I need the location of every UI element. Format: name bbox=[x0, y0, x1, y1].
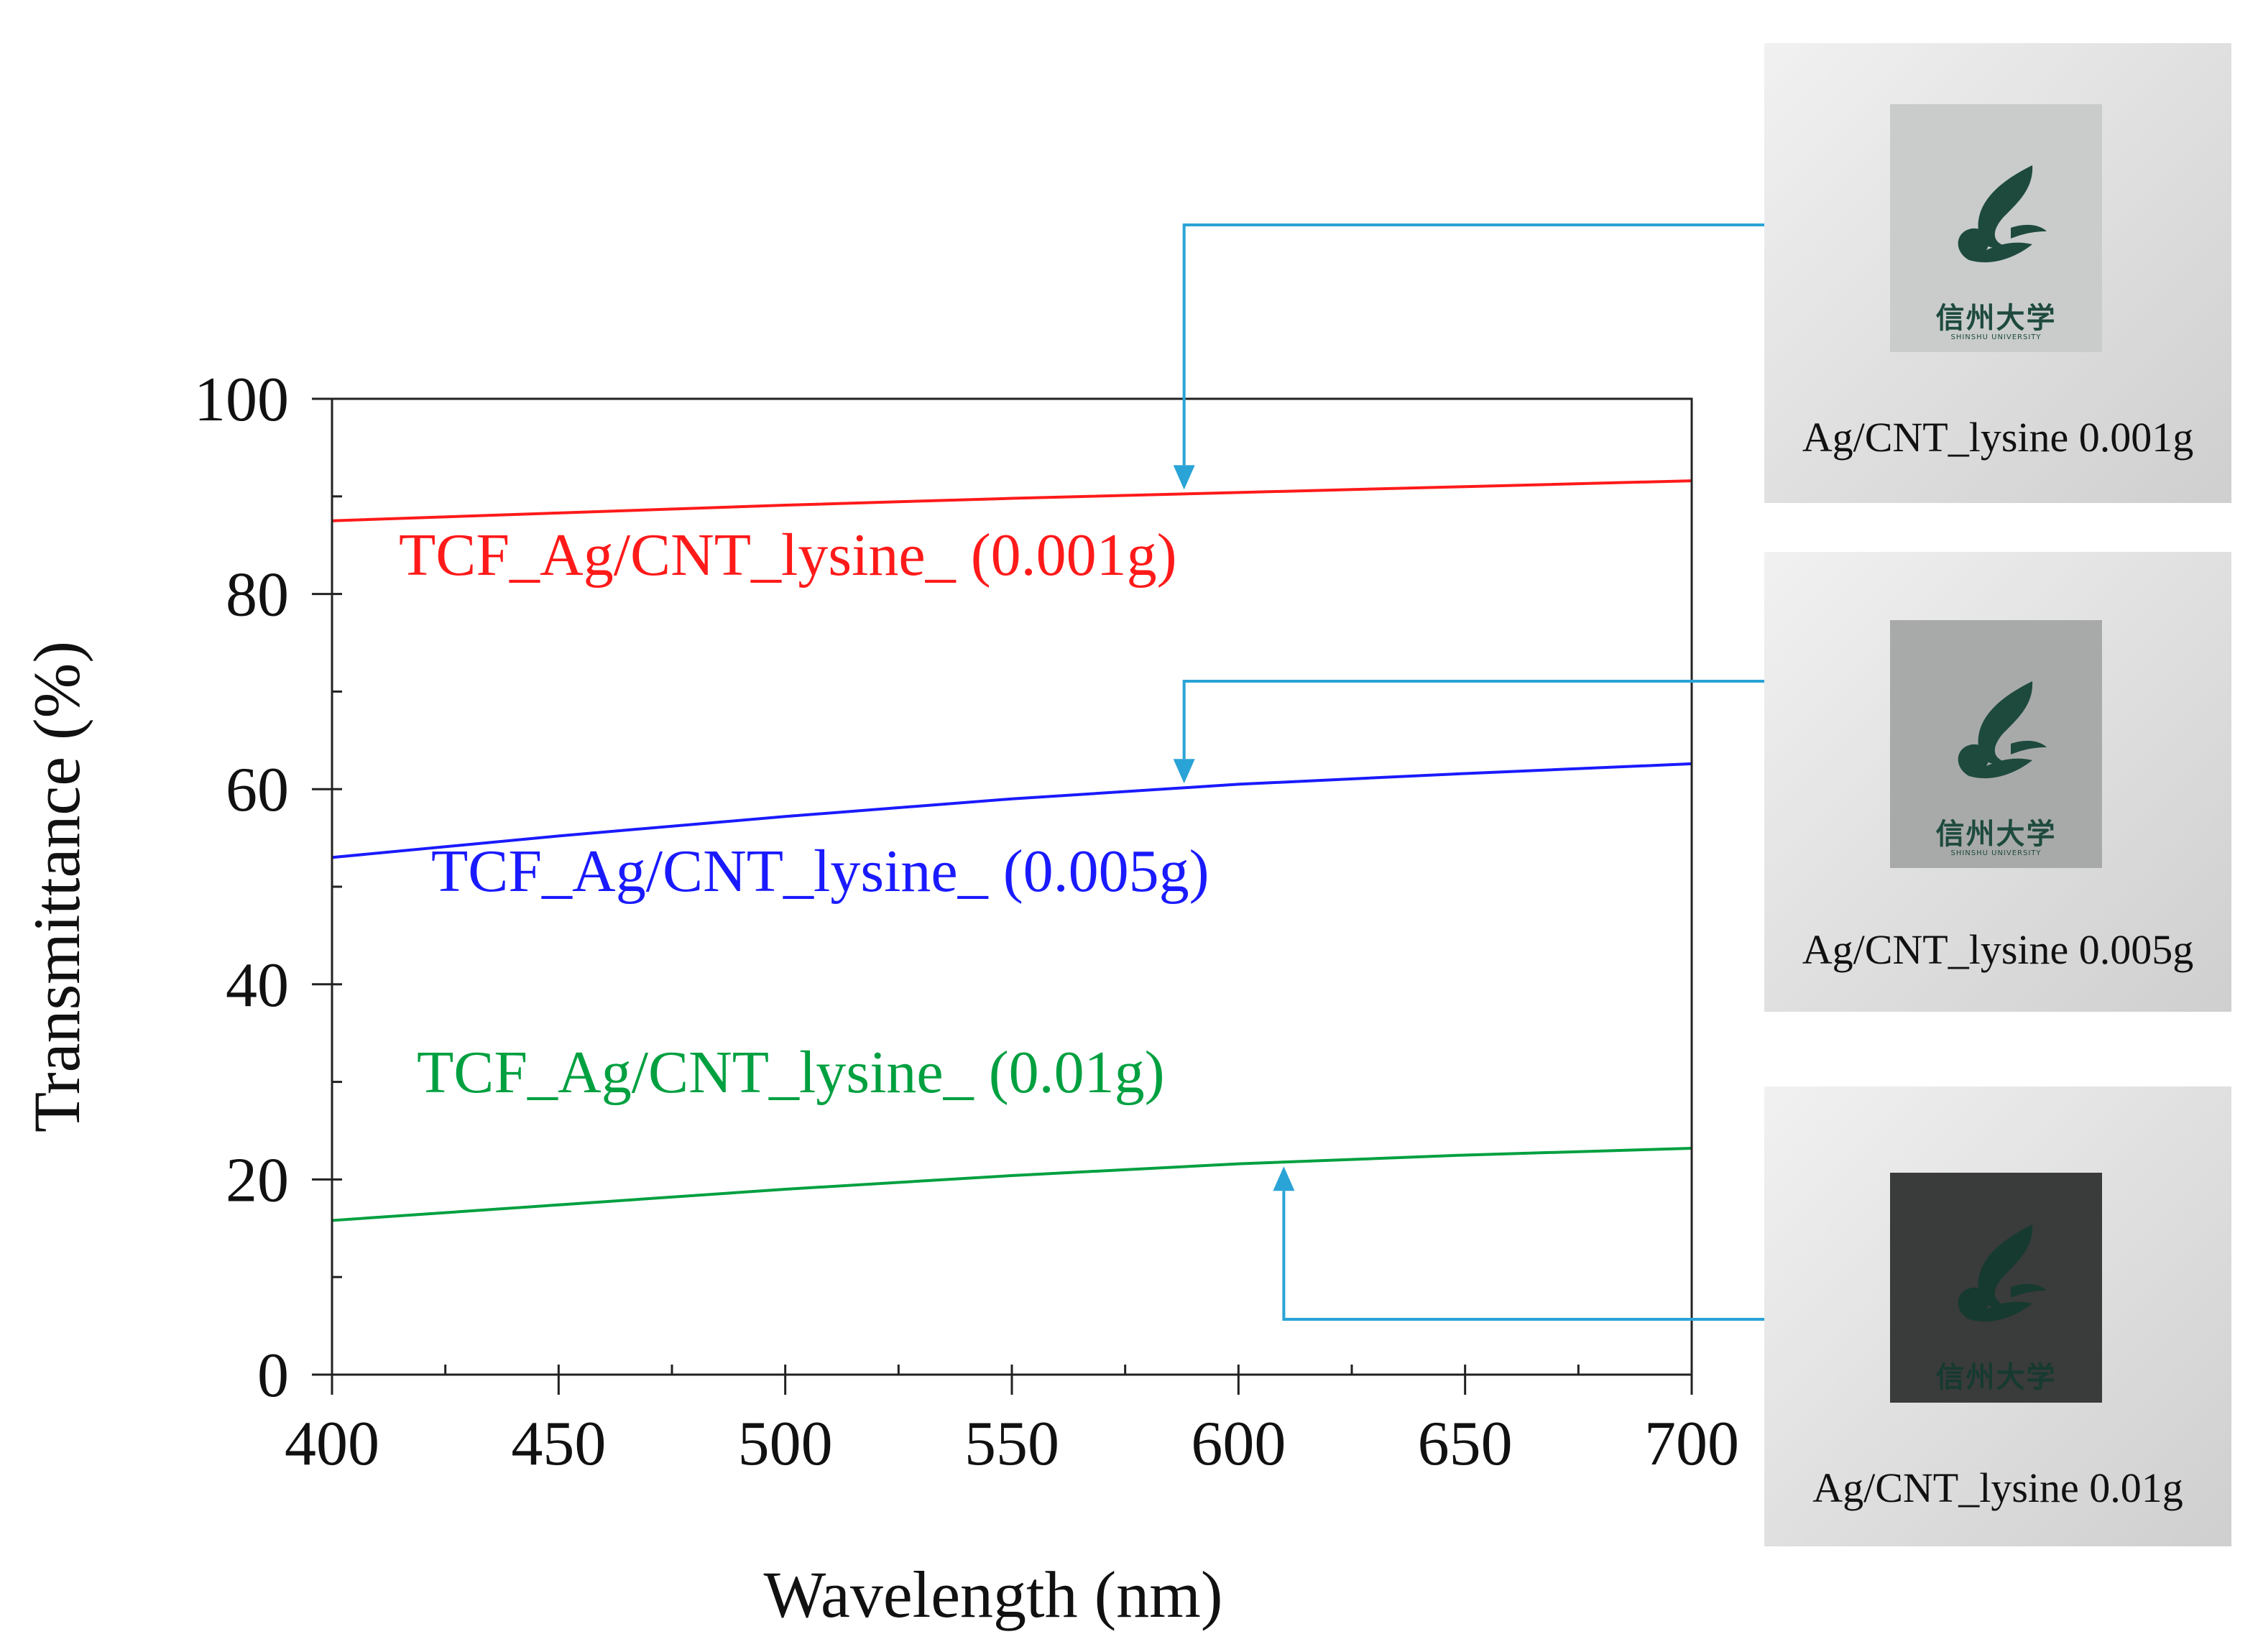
university-logo-icon bbox=[1958, 165, 2047, 263]
x-tick-label: 550 bbox=[964, 1409, 1059, 1479]
photo-caption: Ag/CNT_lysine 0.01g bbox=[1812, 1464, 2183, 1511]
x-tick-label: 600 bbox=[1191, 1409, 1286, 1479]
x-tick-label: 650 bbox=[1418, 1409, 1513, 1479]
photo-panel-001g: 信州大学 Ag/CNT_lysine 0.01g bbox=[1764, 1086, 2231, 1546]
x-axis-title: Wavelength (nm) bbox=[764, 1558, 1223, 1631]
y-tick-label: 0 bbox=[257, 1341, 289, 1411]
film-sample-photo: 信州大学 SHINSHU UNIVERSITY bbox=[1890, 104, 2102, 352]
connector-line bbox=[1282, 1191, 1764, 1321]
y-tick-label: 40 bbox=[226, 951, 289, 1020]
photo-panel-0005g: 信州大学 SHINSHU UNIVERSITY Ag/CNT_lysine 0.… bbox=[1764, 552, 2231, 1012]
film-sample-photo: 信州大学 bbox=[1890, 1173, 2102, 1403]
photo-panel-0001g: 信州大学 SHINSHU UNIVERSITY Ag/CNT_lysine 0.… bbox=[1764, 43, 2231, 503]
y-tick-label: 80 bbox=[226, 560, 289, 630]
logo-subtext: SHINSHU UNIVERSITY bbox=[1950, 849, 2042, 857]
x-tick-label: 450 bbox=[511, 1409, 606, 1479]
series-line-2 bbox=[331, 1146, 1692, 1222]
arrow-head bbox=[1273, 1166, 1295, 1191]
x-tick-label: 400 bbox=[285, 1409, 379, 1479]
y-tick-label: 20 bbox=[226, 1145, 289, 1215]
film-sample-photo: 信州大学 SHINSHU UNIVERSITY bbox=[1890, 620, 2102, 868]
connector-line bbox=[1182, 680, 1764, 760]
arrow-head bbox=[1173, 465, 1195, 490]
logo-text: 信州大学 bbox=[1935, 1361, 2057, 1394]
series-label-0001g: TCF_Ag/CNT_lysine_ (0.001g) bbox=[399, 522, 1177, 589]
photo-caption: Ag/CNT_lysine 0.001g bbox=[1802, 414, 2194, 461]
series-label-001g: TCF_Ag/CNT_lysine_ (0.01g) bbox=[417, 1039, 1165, 1106]
logo-subtext: SHINSHU UNIVERSITY bbox=[1950, 333, 2042, 341]
university-logo-icon bbox=[1958, 1224, 2047, 1322]
y-tick-label: 60 bbox=[226, 755, 289, 825]
arrow-head bbox=[1173, 759, 1195, 784]
university-logo-icon bbox=[1958, 681, 2047, 779]
x-tick-label: 700 bbox=[1644, 1409, 1739, 1479]
logo-text: 信州大学 bbox=[1935, 818, 2057, 851]
series-label-0005g: TCF_Ag/CNT_lysine_ (0.005g) bbox=[431, 838, 1209, 905]
x-tick-label: 500 bbox=[738, 1409, 833, 1479]
logo-text: 信州大学 bbox=[1935, 302, 2057, 335]
y-axis-title: Transmittance (%) bbox=[20, 641, 93, 1132]
series-line-0 bbox=[331, 479, 1692, 522]
series-line-1 bbox=[331, 762, 1692, 859]
connector-line bbox=[1182, 223, 1764, 466]
y-tick-label: 100 bbox=[194, 365, 289, 435]
photo-caption: Ag/CNT_lysine 0.005g bbox=[1802, 926, 2194, 973]
